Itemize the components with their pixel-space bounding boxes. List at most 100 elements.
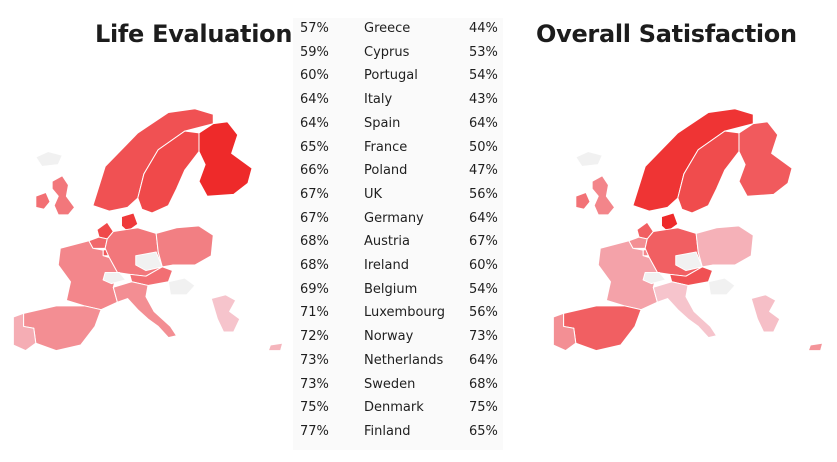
table-row: 65% France 50% xyxy=(293,137,503,159)
country-shape-czechia xyxy=(675,251,703,272)
life-evaluation-map xyxy=(12,108,284,352)
country-name: Spain xyxy=(364,115,401,131)
country-shape-finland xyxy=(198,121,253,197)
country-shape-ireland xyxy=(575,192,591,210)
overall-satisfaction-value: 64% xyxy=(469,210,498,226)
life-evaluation-title: Life Evaluation xyxy=(95,20,293,48)
life-evaluation-value: 64% xyxy=(300,92,329,108)
country-shape-ireland xyxy=(35,192,51,210)
country-name: Italy xyxy=(364,92,393,108)
country-name: France xyxy=(364,139,408,155)
overall-satisfaction-value: 47% xyxy=(469,163,498,179)
table-row: 59% Cyprus 53% xyxy=(293,42,503,64)
country-shape-cyprus xyxy=(267,342,284,352)
country-name: Cyprus xyxy=(364,44,410,60)
table-row: 72% Norway 73% xyxy=(293,326,503,348)
country-shape-portugal xyxy=(12,312,37,352)
overall-satisfaction-value: 64% xyxy=(469,352,498,368)
country-shape-uk xyxy=(51,175,76,216)
country-name: Ireland xyxy=(364,258,409,273)
country-shape-iceland xyxy=(35,151,63,167)
life-evaluation-value: 73% xyxy=(300,376,329,392)
country-name: Finland xyxy=(364,423,411,439)
table-row: 77% Finland 65% xyxy=(293,421,503,443)
overall-satisfaction-map xyxy=(552,108,824,352)
country-name: Norway xyxy=(364,329,414,345)
overall-satisfaction-value: 50% xyxy=(469,139,498,155)
life-evaluation-value: 67% xyxy=(300,210,329,226)
country-name: Poland xyxy=(364,163,408,179)
life-evaluation-value: 69% xyxy=(300,281,329,297)
table-row: 64% Italy 43% xyxy=(293,89,503,111)
country-shape-hungary xyxy=(707,277,736,296)
country-shape-greece xyxy=(210,294,241,333)
table-row: 66% Poland 47% xyxy=(293,160,503,182)
country-name: Denmark xyxy=(364,400,424,416)
country-name: Belgium xyxy=(364,281,418,297)
country-shape-czechia xyxy=(135,251,163,272)
table-row: 68% Ireland 60% xyxy=(293,255,503,277)
country-shape-sweden xyxy=(677,130,740,214)
overall-satisfaction-value: 56% xyxy=(469,186,498,202)
life-evaluation-value: 59% xyxy=(300,44,329,60)
country-shape-italy xyxy=(112,281,178,339)
life-evaluation-value: 67% xyxy=(300,186,329,202)
country-shape-iceland xyxy=(575,151,603,167)
overall-satisfaction-value: 60% xyxy=(469,258,498,273)
overall-satisfaction-value: 44% xyxy=(469,21,498,36)
life-evaluation-value: 68% xyxy=(300,258,329,273)
life-evaluation-value: 71% xyxy=(300,305,329,321)
table-row: 73% Netherlands 64% xyxy=(293,350,503,372)
table-row: 73% Sweden 68% xyxy=(293,374,503,396)
country-shape-switzerland xyxy=(642,271,667,285)
overall-satisfaction-value: 54% xyxy=(469,68,498,84)
country-shape-poland xyxy=(155,225,214,268)
country-name: Austria xyxy=(364,234,410,250)
overall-satisfaction-value: 64% xyxy=(469,115,498,131)
table-row: 75% Denmark 75% xyxy=(293,397,503,419)
table-row: 69% Belgium 54% xyxy=(293,279,503,301)
country-name: Germany xyxy=(364,210,424,226)
overall-satisfaction-value: 53% xyxy=(469,44,498,60)
country-shape-hungary xyxy=(167,277,196,296)
table-row: 67% Germany 64% xyxy=(293,208,503,230)
table-row: 67% UK 56% xyxy=(293,184,503,206)
life-evaluation-value: 65% xyxy=(300,139,329,155)
overall-satisfaction-value: 67% xyxy=(469,234,498,250)
country-shape-poland xyxy=(695,225,754,268)
country-shape-denmark xyxy=(120,212,139,233)
overall-satisfaction-value: 73% xyxy=(469,329,498,345)
country-shape-norway xyxy=(632,108,754,212)
country-shape-cyprus xyxy=(807,342,824,352)
country-name: Portugal xyxy=(364,68,418,84)
life-evaluation-value: 77% xyxy=(300,423,329,439)
life-evaluation-value: 73% xyxy=(300,352,329,368)
country-shape-switzerland xyxy=(102,271,127,285)
life-evaluation-value: 75% xyxy=(300,400,329,416)
table-row: 71% Luxembourg 56% xyxy=(293,302,503,324)
overall-satisfaction-value: 65% xyxy=(469,423,498,439)
country-name: Sweden xyxy=(364,376,416,392)
overall-satisfaction-value: 75% xyxy=(469,400,498,416)
country-shape-greece xyxy=(750,294,781,333)
overall-satisfaction-title: Overall Satisfaction xyxy=(536,20,797,48)
country-name: Greece xyxy=(364,21,411,36)
country-shape-finland xyxy=(738,121,793,197)
country-name: Luxembourg xyxy=(364,305,446,321)
country-name: UK xyxy=(364,186,383,202)
overall-satisfaction-value: 56% xyxy=(469,305,498,321)
table-row: 64% Spain 64% xyxy=(293,113,503,135)
country-shape-portugal xyxy=(552,312,577,352)
country-name: Netherlands xyxy=(364,352,444,368)
overall-satisfaction-value: 68% xyxy=(469,376,498,392)
life-evaluation-value: 68% xyxy=(300,234,329,250)
overall-satisfaction-value: 43% xyxy=(469,92,498,108)
life-evaluation-value: 60% xyxy=(300,68,329,84)
country-shape-sweden xyxy=(137,130,200,214)
life-evaluation-value: 64% xyxy=(300,115,329,131)
country-shape-uk xyxy=(591,175,616,216)
overall-satisfaction-value: 54% xyxy=(469,281,498,297)
life-evaluation-value: 66% xyxy=(300,163,329,179)
country-values-table: 57% Greece 44% 59% Cyprus 53% 60% Portugal 54% 64… xyxy=(293,18,503,450)
life-evaluation-value: 57% xyxy=(300,21,329,36)
